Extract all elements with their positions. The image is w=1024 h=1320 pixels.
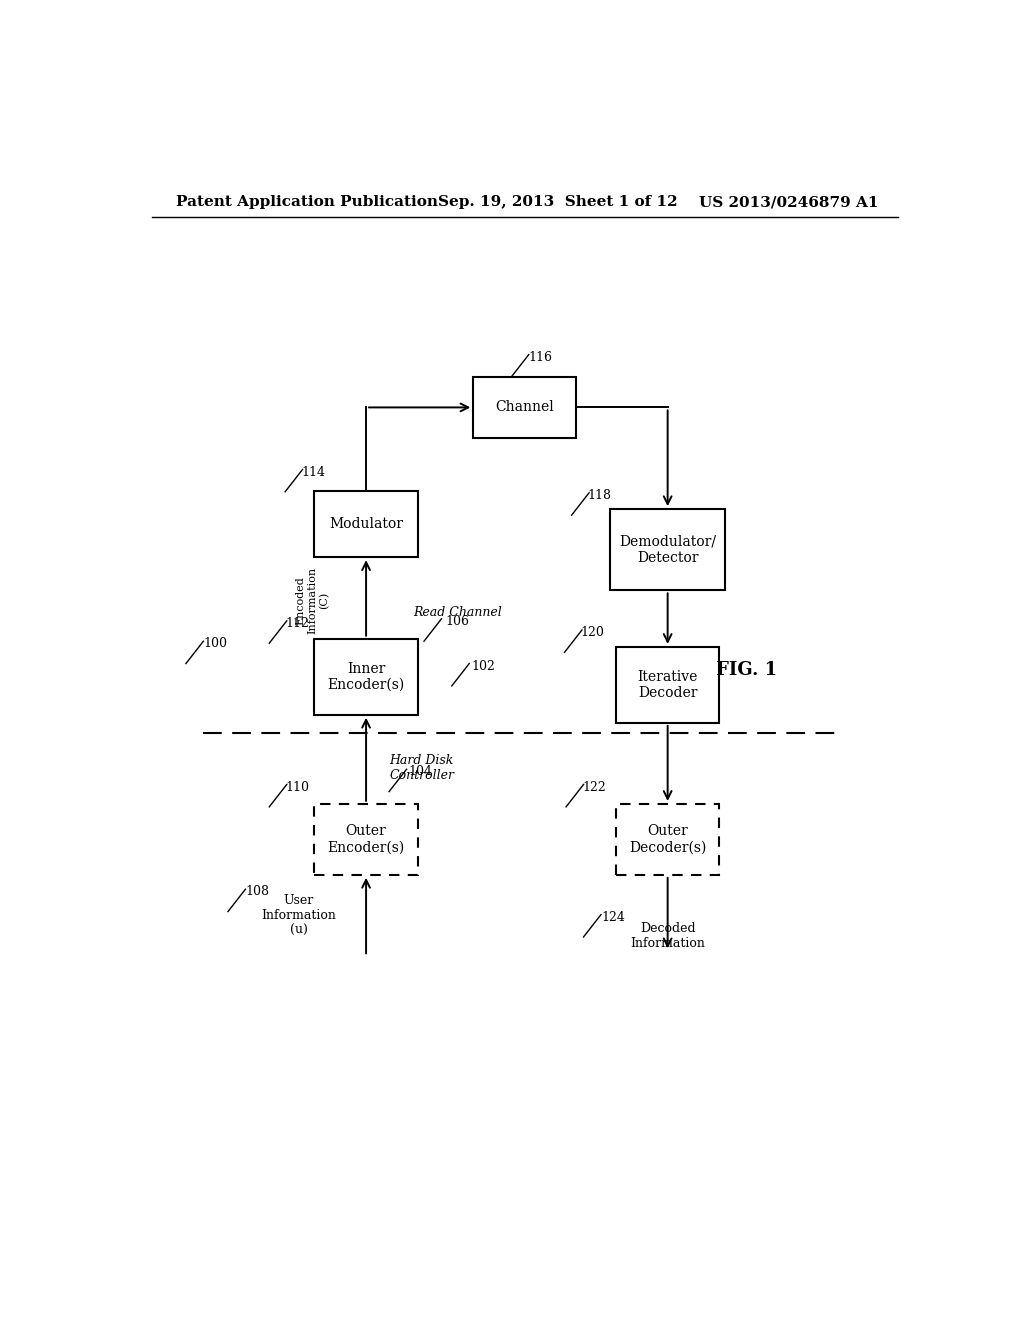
Bar xyxy=(314,639,418,715)
Bar xyxy=(610,510,725,590)
Bar xyxy=(616,804,719,875)
Text: 106: 106 xyxy=(445,615,469,628)
Text: Outer
Decoder(s): Outer Decoder(s) xyxy=(629,824,707,854)
Text: 110: 110 xyxy=(285,780,309,793)
Text: Hard Disk
Controller: Hard Disk Controller xyxy=(389,754,454,783)
Text: Inner
Encoder(s): Inner Encoder(s) xyxy=(328,661,404,692)
Text: Encoded
Information
(C): Encoded Information (C) xyxy=(295,568,329,634)
Text: Modulator: Modulator xyxy=(329,517,403,532)
Text: User
Information
(u): User Information (u) xyxy=(261,894,336,937)
Text: Patent Application Publication: Patent Application Publication xyxy=(176,195,437,209)
Text: 114: 114 xyxy=(301,466,325,479)
Bar xyxy=(314,804,418,875)
Text: Outer
Encoder(s): Outer Encoder(s) xyxy=(328,824,404,854)
Text: Decoded
Information: Decoded Information xyxy=(630,921,706,950)
Text: Iterative
Decoder: Iterative Decoder xyxy=(638,669,697,700)
Text: 104: 104 xyxy=(409,766,433,779)
Bar xyxy=(473,378,577,438)
Text: Read Channel: Read Channel xyxy=(413,606,502,619)
Text: 102: 102 xyxy=(472,660,496,673)
Text: Channel: Channel xyxy=(496,400,554,414)
Text: 122: 122 xyxy=(582,780,605,793)
Text: 118: 118 xyxy=(588,488,611,502)
Text: Demodulator/
Detector: Demodulator/ Detector xyxy=(620,535,716,565)
Bar xyxy=(314,491,418,557)
Text: 112: 112 xyxy=(285,616,309,630)
Text: US 2013/0246879 A1: US 2013/0246879 A1 xyxy=(699,195,879,209)
Text: FIG. 1: FIG. 1 xyxy=(717,660,777,678)
Text: 120: 120 xyxy=(581,626,604,639)
Text: 108: 108 xyxy=(246,886,269,899)
Bar xyxy=(616,647,719,723)
Text: 116: 116 xyxy=(528,351,553,364)
Text: 124: 124 xyxy=(601,911,625,924)
Text: Sep. 19, 2013  Sheet 1 of 12: Sep. 19, 2013 Sheet 1 of 12 xyxy=(437,195,677,209)
Text: 100: 100 xyxy=(204,638,227,651)
